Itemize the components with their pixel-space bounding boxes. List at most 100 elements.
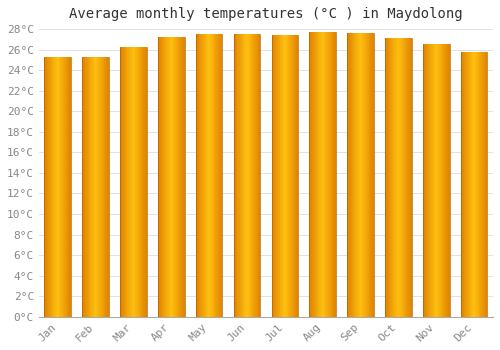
Bar [181, 37, 182, 317]
Bar [350, 33, 351, 317]
Bar [396, 38, 398, 317]
Bar [128, 47, 129, 317]
Bar [464, 52, 466, 317]
Bar [130, 47, 131, 317]
Bar [366, 33, 368, 317]
Bar [238, 34, 239, 317]
Bar [310, 32, 311, 317]
Bar [371, 33, 372, 317]
Bar [359, 33, 360, 317]
Bar [363, 33, 364, 317]
Bar [236, 34, 238, 317]
Bar [358, 33, 359, 317]
Bar [68, 57, 69, 317]
Bar [209, 34, 210, 317]
Bar [87, 57, 88, 317]
Bar [258, 34, 260, 317]
Bar [240, 34, 241, 317]
Bar [166, 37, 167, 317]
Bar [280, 35, 281, 317]
Bar [474, 52, 475, 317]
Bar [121, 47, 122, 317]
Bar [108, 57, 109, 317]
Bar [50, 57, 51, 317]
Bar [284, 35, 285, 317]
Bar [410, 38, 411, 317]
Bar [372, 33, 373, 317]
Bar [82, 57, 83, 317]
Bar [158, 37, 159, 317]
Bar [99, 57, 100, 317]
Bar [428, 44, 429, 317]
Bar [174, 37, 175, 317]
Bar [429, 44, 430, 317]
Bar [250, 34, 252, 317]
Bar [107, 57, 108, 317]
Bar [476, 52, 477, 317]
Bar [424, 44, 425, 317]
Bar [256, 34, 258, 317]
Bar [442, 44, 444, 317]
Bar [101, 57, 102, 317]
Bar [483, 52, 484, 317]
Bar [234, 34, 236, 317]
Bar [162, 37, 164, 317]
Bar [481, 52, 482, 317]
Bar [48, 57, 49, 317]
Bar [170, 37, 172, 317]
Bar [291, 35, 292, 317]
Bar [276, 35, 277, 317]
Bar [448, 44, 450, 317]
Bar [201, 34, 202, 317]
Bar [198, 34, 200, 317]
Bar [360, 33, 362, 317]
Bar [316, 32, 318, 317]
Bar [318, 32, 319, 317]
Bar [203, 34, 204, 317]
Bar [297, 35, 298, 317]
Bar [239, 34, 240, 317]
Bar [70, 57, 71, 317]
Bar [245, 34, 246, 317]
Bar [49, 57, 50, 317]
Bar [401, 38, 402, 317]
Bar [160, 37, 162, 317]
Bar [395, 38, 396, 317]
Bar [436, 44, 437, 317]
Bar [212, 34, 214, 317]
Bar [138, 47, 140, 317]
Bar [398, 38, 400, 317]
Bar [277, 35, 278, 317]
Bar [278, 35, 280, 317]
Bar [44, 57, 46, 317]
Bar [69, 57, 70, 317]
Bar [63, 57, 64, 317]
Bar [447, 44, 448, 317]
Bar [200, 34, 201, 317]
Bar [219, 34, 220, 317]
Bar [206, 34, 208, 317]
Bar [386, 38, 387, 317]
Bar [172, 37, 173, 317]
Bar [120, 47, 121, 317]
Bar [320, 32, 321, 317]
Bar [208, 34, 209, 317]
Bar [292, 35, 293, 317]
Bar [430, 44, 431, 317]
Bar [328, 32, 329, 317]
Bar [106, 57, 107, 317]
Bar [348, 33, 349, 317]
Bar [167, 37, 168, 317]
Bar [445, 44, 446, 317]
Bar [196, 34, 197, 317]
Bar [123, 47, 124, 317]
Bar [65, 57, 66, 317]
Bar [182, 37, 183, 317]
Bar [58, 57, 59, 317]
Bar [52, 57, 54, 317]
Bar [104, 57, 106, 317]
Bar [462, 52, 464, 317]
Bar [434, 44, 436, 317]
Bar [100, 57, 101, 317]
Bar [83, 57, 84, 317]
